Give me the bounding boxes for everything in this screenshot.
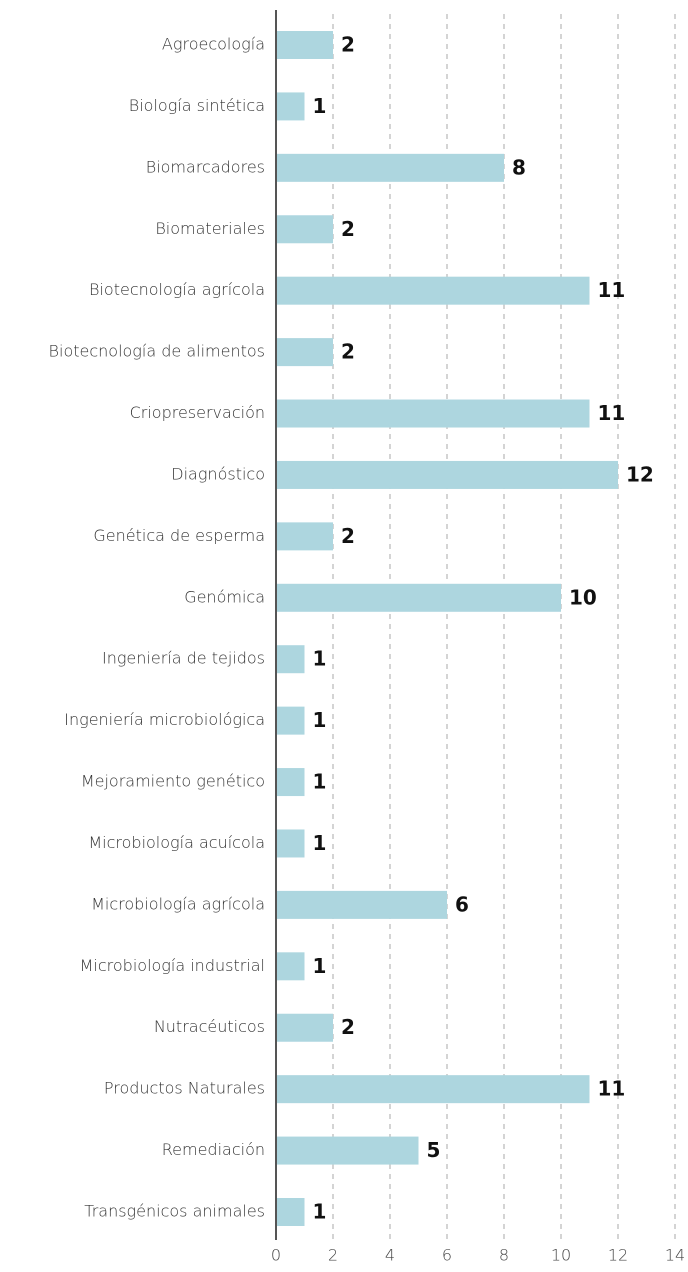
bar	[276, 1136, 419, 1165]
bar	[276, 645, 305, 674]
bar	[276, 31, 333, 59]
data-label: 6	[455, 892, 469, 916]
y-tick-label: Remediación	[162, 1140, 265, 1159]
data-label: 1	[313, 647, 327, 671]
bar	[276, 153, 504, 182]
bar	[276, 1198, 305, 1226]
bar	[276, 1013, 333, 1042]
bar	[276, 399, 590, 428]
bar	[276, 829, 305, 858]
y-tick-label: Microbiología acuícola	[88, 833, 265, 852]
data-label: 2	[341, 217, 355, 241]
bar	[276, 338, 333, 367]
x-tick-label: 8	[499, 1246, 509, 1265]
data-label: 11	[598, 278, 626, 302]
data-label: 2	[341, 1015, 355, 1039]
data-label: 1	[313, 94, 327, 118]
bar	[276, 522, 333, 551]
y-tick-label: Biología sintética	[129, 96, 265, 115]
y-tick-label: Nutracéuticos	[154, 1017, 265, 1036]
bar	[276, 1075, 590, 1104]
data-label: 2	[341, 524, 355, 548]
x-tick-label: 14	[665, 1246, 685, 1265]
y-tick-label: Microbiología industrial	[80, 956, 265, 975]
data-label: 1	[313, 708, 327, 732]
x-tick-label: 6	[442, 1246, 452, 1265]
data-label: 1	[313, 1200, 327, 1224]
y-tick-label: Ingeniería de tejidos	[102, 649, 265, 668]
data-label: 12	[626, 462, 654, 486]
x-tick-label: 2	[328, 1246, 338, 1265]
x-tick-label: 4	[385, 1246, 395, 1265]
y-tick-label: Transgénicos animales	[84, 1202, 265, 1221]
y-tick-label: Microbiología agrícola	[91, 894, 265, 913]
y-tick-label: Productos Naturales	[104, 1079, 265, 1098]
y-tick-label: Genética de esperma	[93, 526, 265, 545]
y-tick-label: Agroecología	[162, 35, 265, 54]
bar	[276, 215, 333, 244]
y-tick-label: Biotecnología de alimentos	[49, 342, 265, 361]
x-tick-label: 0	[271, 1246, 281, 1265]
bar	[276, 276, 590, 305]
bar	[276, 460, 618, 489]
data-label: 11	[598, 401, 626, 425]
data-label: 1	[313, 831, 327, 855]
y-tick-label: Ingeniería microbiológica	[64, 710, 265, 729]
y-tick-label: Mejoramiento genético	[81, 772, 265, 791]
data-label: 1	[313, 954, 327, 978]
bar	[276, 92, 305, 121]
y-tick-label: Biomateriales	[155, 219, 265, 238]
data-label: 11	[598, 1077, 626, 1101]
bar	[276, 890, 447, 919]
y-tick-label: Biotecnología agrícola	[89, 280, 265, 299]
y-tick-label: Criopreservación	[130, 403, 265, 422]
bar	[276, 952, 305, 981]
bar	[276, 583, 561, 612]
y-tick-label: Biomarcadores	[146, 157, 265, 176]
data-label: 2	[341, 33, 355, 57]
y-tick-label: Genómica	[184, 587, 265, 606]
data-label: 2	[341, 340, 355, 364]
data-label: 5	[427, 1138, 441, 1162]
bar	[276, 706, 305, 735]
y-tick-label: Diagnóstico	[171, 464, 265, 483]
data-label: 8	[512, 155, 526, 179]
x-tick-label: 10	[551, 1246, 571, 1265]
x-tick-label: 12	[608, 1246, 628, 1265]
bar	[276, 768, 305, 797]
data-label: 1	[313, 770, 327, 794]
data-label: 10	[569, 585, 597, 609]
